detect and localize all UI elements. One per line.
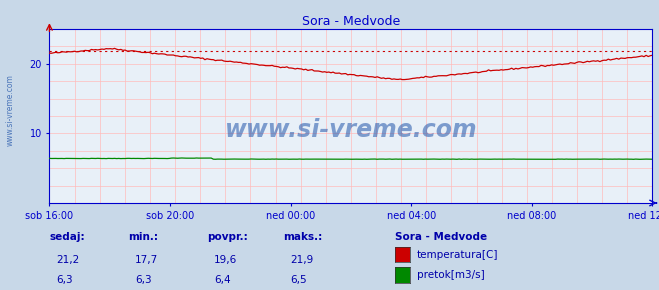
Text: 21,2: 21,2 [56,255,79,265]
Text: 21,9: 21,9 [290,255,313,265]
Title: Sora - Medvode: Sora - Medvode [302,15,400,28]
Text: 6,3: 6,3 [56,276,72,285]
Text: min.:: min.: [129,232,159,242]
Text: temperatura[C]: temperatura[C] [417,250,499,260]
Text: povpr.:: povpr.: [208,232,248,242]
Text: 19,6: 19,6 [214,255,237,265]
Text: 6,5: 6,5 [290,276,306,285]
Text: sedaj:: sedaj: [49,232,85,242]
Text: 6,3: 6,3 [135,276,152,285]
Text: pretok[m3/s]: pretok[m3/s] [417,271,485,280]
Text: Sora - Medvode: Sora - Medvode [395,232,488,242]
Text: www.si-vreme.com: www.si-vreme.com [5,74,14,146]
Text: 17,7: 17,7 [135,255,158,265]
Text: 6,4: 6,4 [214,276,231,285]
Text: maks.:: maks.: [283,232,323,242]
Text: www.si-vreme.com: www.si-vreme.com [225,118,477,142]
